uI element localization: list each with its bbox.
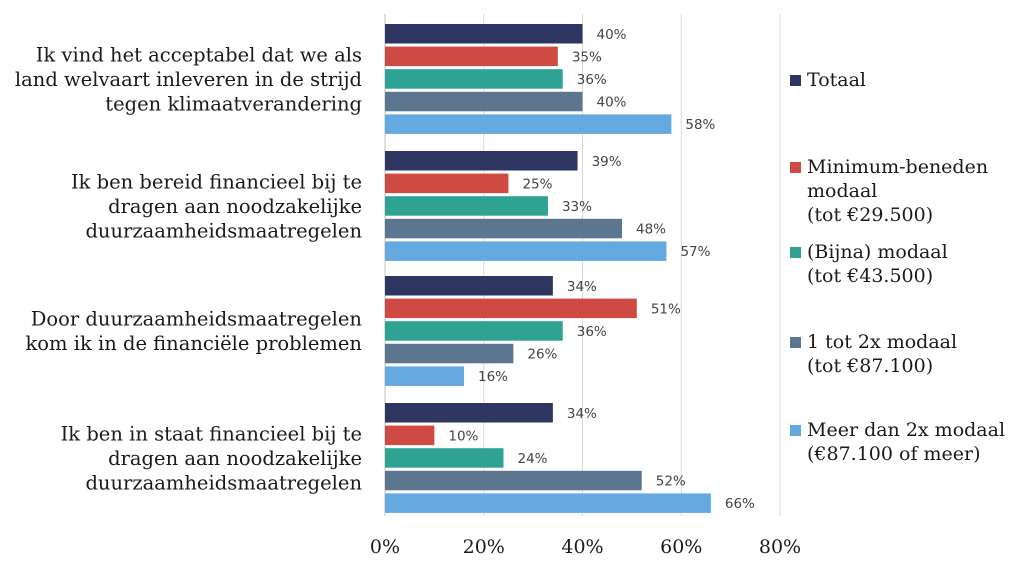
legend-label: 1 tot 2x modaal (tot €87.100) [807, 331, 958, 377]
legend-item: Totaal [790, 68, 866, 92]
legend-item: Minimum-beneden modaal (tot €29.500) [790, 155, 988, 227]
bar [385, 366, 464, 386]
legend-item: (Bijna) modaal (tot €43.500) [790, 240, 948, 288]
data-label: 51% [651, 301, 681, 317]
x-tick-label: 0% [370, 536, 400, 558]
legend-swatch [790, 247, 801, 258]
x-tick-label: 20% [463, 536, 505, 558]
bar [385, 151, 578, 171]
bar [385, 24, 583, 44]
data-label: 35% [572, 49, 602, 65]
bar [385, 298, 637, 319]
bar [385, 46, 558, 67]
data-label: 36% [577, 324, 607, 340]
bar [385, 343, 514, 364]
legend-label: (Bijna) modaal (tot €43.500) [807, 241, 948, 287]
bar [385, 241, 667, 261]
legend-swatch [790, 162, 801, 173]
legend-label: Minimum-beneden modaal (tot €29.500) [807, 156, 989, 226]
x-tick-label: 80% [759, 536, 801, 558]
bar [385, 69, 563, 89]
legend-swatch [790, 425, 801, 436]
data-label: 36% [577, 72, 607, 88]
data-label: 52% [656, 474, 686, 490]
category-label: Ik ben bereid financieel bij te dragen aa… [71, 170, 363, 242]
data-label: 48% [636, 222, 666, 238]
legend-swatch [790, 337, 801, 348]
bar [385, 403, 553, 423]
data-label: 58% [685, 117, 715, 133]
data-label: 40% [597, 95, 627, 111]
data-label: 16% [478, 369, 508, 385]
bar [385, 173, 509, 194]
legend-label: Totaal [807, 69, 867, 91]
bar [385, 425, 435, 446]
bar [385, 196, 548, 216]
data-label: 26% [527, 347, 557, 363]
legend-label: Meer dan 2x modaal (€87.100 of meer) [807, 419, 1006, 465]
bar [385, 276, 553, 296]
bar [385, 114, 672, 134]
legend-item: 1 tot 2x modaal (tot €87.100) [790, 330, 957, 378]
x-tick-label: 60% [660, 536, 702, 558]
data-label: 39% [592, 154, 622, 170]
category-label: Ik ben in staat financieel bij te dragen … [61, 422, 363, 494]
data-label: 25% [522, 176, 552, 192]
x-tick-label: 40% [561, 536, 603, 558]
bar [385, 321, 563, 341]
bar [385, 218, 622, 239]
data-label: 57% [680, 244, 710, 260]
data-label: 24% [518, 451, 548, 467]
data-label: 33% [562, 199, 592, 215]
category-label: Ik vind het acceptabel dat we als land we… [15, 43, 362, 115]
bar [385, 470, 642, 491]
legend-item: Meer dan 2x modaal (€87.100 of meer) [790, 418, 1005, 466]
bar [385, 448, 504, 468]
data-label: 34% [567, 279, 597, 295]
data-label: 66% [725, 496, 755, 512]
data-label: 10% [448, 428, 478, 444]
data-label: 40% [597, 27, 627, 43]
bar [385, 493, 711, 513]
data-label: 34% [567, 406, 597, 422]
category-label: Door duurzaamheidsmaatregelen kom ik in d… [25, 308, 362, 356]
legend-swatch [790, 75, 801, 86]
bar [385, 91, 583, 112]
